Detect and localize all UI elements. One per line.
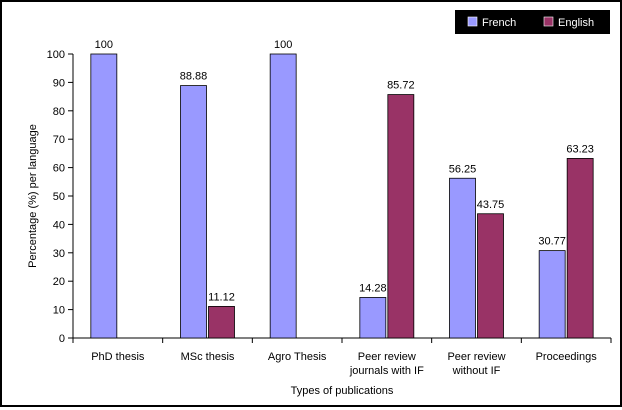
- data-label-english-1: 11.12: [208, 291, 235, 303]
- y-tick-label-0: 0: [59, 333, 65, 345]
- bar-french-3: [359, 297, 387, 339]
- legend-swatch-english: [543, 16, 554, 27]
- bar-english-4: [477, 213, 504, 339]
- y-tick-label-3: 30: [53, 248, 65, 260]
- bar-french-0: [90, 53, 118, 339]
- chart-bars: [90, 53, 594, 339]
- x-category-label-5: Proceedings: [536, 351, 598, 363]
- bar-french-2: [269, 53, 297, 339]
- data-label-english-5: 63.23: [566, 143, 594, 155]
- chart-legend: French English: [455, 10, 610, 34]
- data-label-english-3: 85.72: [387, 80, 415, 92]
- x-category-label-0: PhD thesis: [91, 351, 145, 363]
- y-tick-label-6: 60: [53, 163, 65, 175]
- chart-axes: 0 10 20 30 40 50 60 70 80 90 100: [47, 49, 612, 345]
- bar-chart: 0 10 20 30 40 50 60 70 80 90 100 PhD thesis MSc the…: [27, 10, 612, 397]
- y-tick-label-1: 10: [53, 305, 65, 317]
- y-tick-label-4: 40: [53, 219, 65, 231]
- x-category-label-1: MSc thesis: [181, 351, 235, 363]
- x-category-label-2: Agro Thesis: [268, 351, 327, 363]
- data-label-french-1: 88.88: [180, 71, 208, 83]
- y-tick-label-9: 90: [53, 77, 65, 89]
- data-label-french-2: 100: [274, 39, 292, 51]
- data-label-english-4: 43.75: [477, 199, 505, 211]
- legend-label-french: French: [482, 17, 516, 29]
- bar-french-4: [449, 177, 476, 339]
- bar-english-1: [208, 306, 235, 339]
- y-tick-label-7: 70: [53, 134, 65, 146]
- legend-box: [455, 10, 610, 34]
- legend-swatch-french: [467, 16, 478, 27]
- bar-french-1: [180, 85, 207, 339]
- bar-english-5: [566, 158, 594, 339]
- data-label-french-3: 14.28: [359, 282, 387, 294]
- data-label-french-0: 100: [95, 39, 113, 51]
- bar-french-5: [538, 250, 566, 339]
- x-category-label-3: Peer review journals with IF: [349, 351, 424, 377]
- x-axis-title: Types of publications: [291, 385, 394, 397]
- y-axis-title: Percentage (%) per language: [27, 124, 39, 268]
- y-tick-label-8: 80: [53, 106, 65, 118]
- y-tick-label-10: 100: [47, 49, 65, 61]
- y-tick-label-2: 20: [53, 276, 65, 288]
- bar-english-3: [387, 94, 415, 339]
- y-tick-label-5: 50: [53, 191, 65, 203]
- legend-label-english: English: [558, 17, 594, 29]
- x-category-label-4: Peer review without IF: [447, 351, 505, 377]
- data-label-french-5: 30.77: [538, 236, 566, 248]
- data-label-french-4: 56.25: [449, 163, 477, 175]
- chart-labels: PhD thesis MSc thesis Agro Thesis Peer revi…: [91, 39, 597, 377]
